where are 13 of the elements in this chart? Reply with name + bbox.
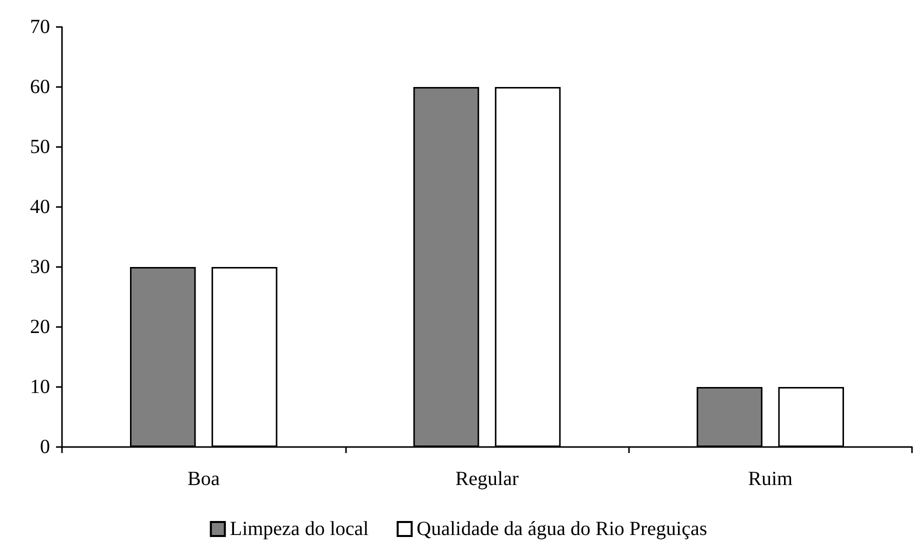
y-tick-label: 70: [30, 16, 50, 38]
legend-label: Qualidade da água do Rio Preguiças: [416, 518, 708, 540]
x-tick-label: Boa: [188, 468, 220, 490]
y-tick-label: 0: [40, 436, 50, 458]
x-tick-label: Ruim: [748, 468, 794, 490]
y-tick-label: 30: [30, 256, 50, 278]
y-tick-label: 50: [30, 136, 50, 158]
y-tick-label: 60: [30, 76, 50, 98]
y-tick-label: 20: [30, 316, 50, 338]
y-tick-label: 10: [30, 376, 50, 398]
legend-label: Limpeza do local: [230, 518, 370, 540]
y-tick-label: 40: [30, 196, 50, 218]
x-tick-label: Regular: [455, 468, 519, 490]
